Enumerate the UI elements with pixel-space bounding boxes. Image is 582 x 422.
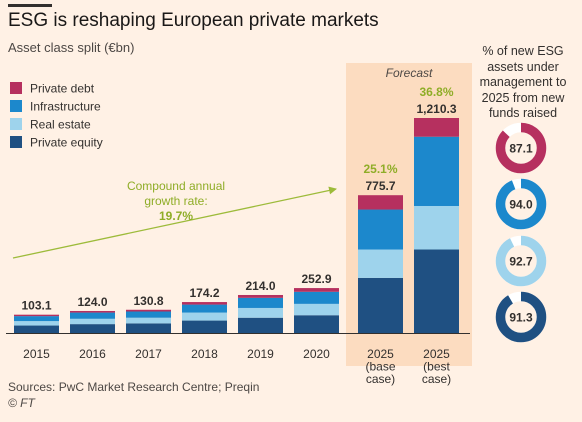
bar-real-estate-2025-best-case [414,205,459,250]
bar-total-label: 174.2 [189,286,219,300]
growth-rate-label: 36.8% [419,85,453,99]
bar-infrastructure-2020 [294,291,339,304]
bar-total-label: 103.1 [21,299,51,313]
bar-private-debt-2015 [14,314,59,317]
bar-group: 103.1 124.0 130.8 174.2 214.0 252.9 775.7 25.1%… [14,85,459,333]
bar-real-estate-2020 [294,303,339,316]
legend-label-private-debt: Private debt [30,82,95,96]
legend-swatch-private-equity [10,136,22,148]
donut-arc-infrastructure [495,178,547,230]
bar-real-estate-2025-base-case [358,249,403,278]
cagr-value: 19.7% [159,209,193,223]
bar-private-equity-2017 [126,323,171,333]
donut-group: 87.1 94.0 92.7 91.3 [495,122,547,343]
bar-total-label: 214.0 [245,279,275,293]
donut-value-private-equity: 91.3 [509,311,533,325]
bar-total-label: 252.9 [301,272,331,286]
x-axis-labels: 2015 2016 2017 2018 2019 2020 2025(basecase)20… [23,347,451,386]
x-tick-label: 2019 [247,347,274,361]
top-rule [8,4,52,7]
x-tick-label: case) [422,372,451,386]
bar-private-debt-2020 [294,288,339,292]
donut-arc-real-estate [495,235,547,287]
cagr-label-line1: Compound annual [127,179,225,193]
x-tick-label: 2018 [191,347,218,361]
legend-label-private-equity: Private equity [30,136,103,150]
bar-private-equity-2020 [294,315,339,333]
donut-value-private-debt: 87.1 [509,142,533,156]
bar-private-debt-2017 [126,309,171,312]
bar-infrastructure-2025-base-case [358,209,403,250]
bar-private-debt-2016 [70,310,115,313]
growth-arrow [12,186,337,259]
legend: Private debt Infrastructure Real estate Pri… [10,82,103,150]
bar-real-estate-2019 [238,307,283,318]
x-tick-label: 2025 [423,347,450,361]
legend-label-real-estate: Real estate [30,118,91,132]
x-tick-label: 2025 [367,347,394,361]
x-tick-label: (best [423,360,450,374]
x-tick-label: 2015 [23,347,50,361]
x-tick-label: (base [365,360,395,374]
legend-swatch-real-estate [10,118,22,130]
bar-total-label: 124.0 [77,295,107,309]
bar-private-debt-2019 [238,294,283,298]
legend-swatch-private-debt [10,82,22,94]
bar-infrastructure-2015 [14,316,59,322]
legend-label-infrastructure: Infrastructure [30,100,101,114]
copyright-note: © FT [8,396,35,410]
legend-swatch-infrastructure [10,100,22,112]
bar-total-label: 1,210.3 [416,102,456,116]
bar-infrastructure-2018 [182,304,227,313]
growth-rate-label: 25.1% [363,162,397,176]
bar-private-equity-2016 [70,324,115,333]
x-tick-label: 2017 [135,347,162,361]
sources-note: Sources: PwC Market Research Centre; Pre… [8,380,260,394]
x-tick-label: 2020 [303,347,330,361]
donut-value-real-estate: 92.7 [509,255,533,269]
donut-value-infrastructure: 94.0 [509,198,533,212]
cagr-label-line2: growth rate: [144,194,207,208]
bar-private-equity-2025-base-case [358,277,403,333]
bar-real-estate-2018 [182,312,227,321]
chart-subtitle: Asset class split (€bn) [8,40,135,55]
bar-private-debt-2018 [182,302,227,305]
bar-private-equity-2018 [182,320,227,333]
bar-private-equity-2015 [14,325,59,333]
bar-infrastructure-2016 [70,312,115,319]
bar-private-equity-2025-best-case [414,249,459,333]
donut-arc-private-equity [495,291,547,343]
bar-real-estate-2015 [14,321,59,326]
chart-title: ESG is reshaping European private market… [8,10,379,31]
donut-arc-private-debt [495,122,547,174]
bar-infrastructure-2017 [126,311,171,318]
bar-private-debt-2025-best-case [414,118,459,137]
bar-total-label: 130.8 [133,294,163,308]
forecast-label: Forecast [386,66,433,80]
bar-total-label: 775.7 [365,179,395,193]
side-panel-title: % of new ESG assets under management to … [479,44,567,120]
bar-real-estate-2017 [126,317,171,324]
bar-private-equity-2019 [238,317,283,333]
bar-infrastructure-2019 [238,297,283,308]
x-tick-label: 2016 [79,347,106,361]
bar-private-debt-2025-base-case [358,195,403,210]
bar-real-estate-2016 [70,318,115,325]
bar-infrastructure-2025-best-case [414,136,459,206]
x-tick-label: case) [366,372,395,386]
